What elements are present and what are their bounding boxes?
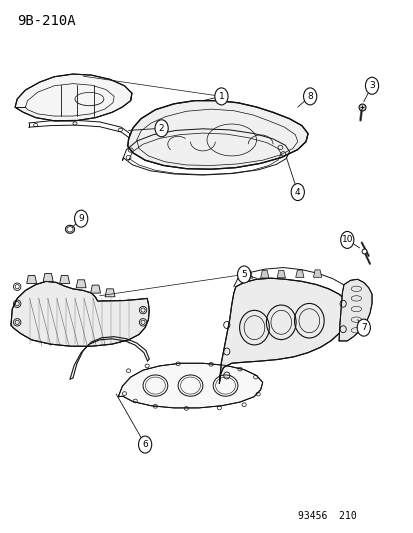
Polygon shape [295, 270, 303, 278]
Text: 6: 6 [142, 440, 147, 449]
Text: 9B-210A: 9B-210A [17, 14, 76, 28]
Polygon shape [11, 281, 149, 346]
Text: 8: 8 [306, 92, 312, 101]
Text: 2: 2 [159, 124, 164, 133]
Text: 10: 10 [341, 236, 352, 245]
Text: 1: 1 [218, 92, 224, 101]
Polygon shape [219, 278, 348, 383]
Polygon shape [76, 280, 86, 288]
Polygon shape [338, 279, 371, 341]
Circle shape [356, 319, 370, 336]
Text: 9: 9 [78, 214, 84, 223]
Circle shape [340, 231, 353, 248]
Text: 5: 5 [241, 270, 247, 279]
Text: 93456  210: 93456 210 [297, 511, 356, 521]
Polygon shape [26, 276, 36, 284]
Circle shape [74, 210, 88, 227]
Polygon shape [43, 273, 53, 281]
Polygon shape [244, 271, 252, 278]
Circle shape [290, 183, 304, 200]
Polygon shape [15, 74, 132, 121]
Circle shape [237, 266, 250, 283]
Circle shape [303, 88, 316, 105]
Polygon shape [118, 364, 262, 408]
Circle shape [154, 120, 168, 137]
Polygon shape [59, 276, 69, 284]
Polygon shape [128, 101, 307, 169]
Polygon shape [90, 285, 100, 293]
Circle shape [365, 77, 378, 94]
Polygon shape [260, 271, 268, 278]
Circle shape [138, 436, 151, 453]
Polygon shape [276, 270, 285, 278]
Text: 4: 4 [294, 188, 300, 197]
Circle shape [214, 88, 228, 105]
Text: 3: 3 [368, 81, 374, 90]
Polygon shape [313, 270, 321, 277]
Polygon shape [105, 289, 115, 297]
Text: 7: 7 [360, 323, 366, 332]
